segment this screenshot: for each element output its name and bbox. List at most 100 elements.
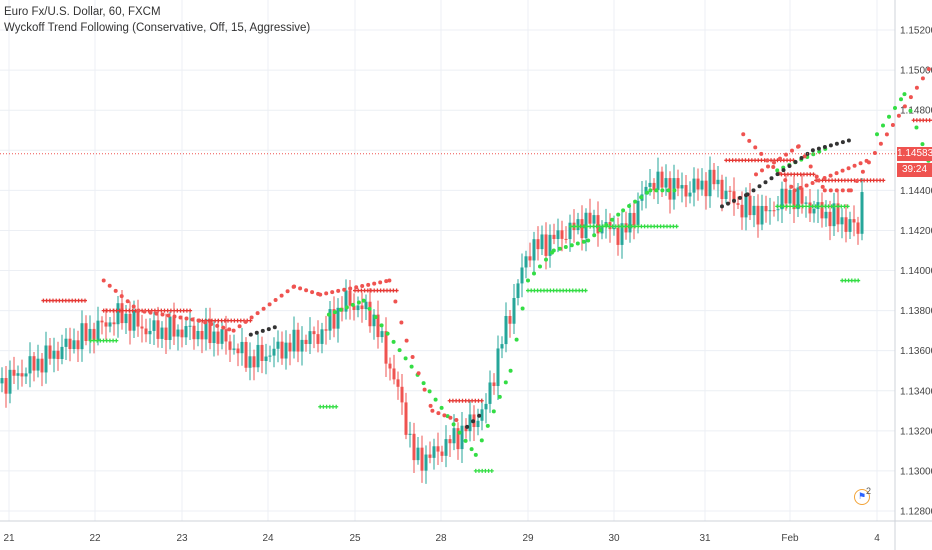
alert-flag-icon[interactable]: ⚑ — [854, 489, 870, 505]
candle-body — [480, 409, 484, 421]
candle-body — [80, 323, 84, 350]
candle-body — [568, 222, 572, 240]
candle-body — [108, 322, 112, 327]
candle-body — [736, 203, 740, 205]
symbol-title[interactable]: Euro Fx/U.S. Dollar, 60, FXCM — [4, 6, 161, 18]
candle-body — [240, 341, 244, 354]
candle-body — [300, 339, 304, 352]
candle-body — [336, 307, 340, 329]
trend-dot-bearish — [840, 188, 845, 193]
candle-body — [760, 205, 764, 225]
trend-dot-bullish — [887, 114, 891, 119]
candle-body — [56, 350, 60, 359]
candle-body — [848, 219, 852, 232]
trend-dot-bullish — [508, 368, 513, 373]
trend-dot-bullish — [514, 337, 519, 342]
trend-dot-neutral — [775, 172, 780, 177]
trend-dot-bullish — [326, 312, 331, 317]
candle-body — [212, 331, 216, 344]
candle-body — [432, 446, 436, 458]
trend-dot-bearish — [741, 132, 746, 137]
trend-dot-bearish — [753, 145, 758, 150]
trend-dot-bearish — [131, 304, 136, 309]
candle-body — [824, 211, 828, 219]
trend-dot-bearish — [399, 320, 404, 325]
indicator-title[interactable]: Wyckoff Trend Following (Conservative, O… — [4, 22, 311, 34]
candle-body — [668, 178, 672, 200]
candle-body — [632, 212, 636, 226]
trend-dot-bearish — [231, 328, 236, 333]
trend-dot-bearish — [760, 168, 764, 173]
candle-body — [384, 331, 388, 364]
trend-dot-bullish — [893, 106, 897, 111]
trend-dot-neutral — [254, 330, 259, 335]
candle-body — [408, 433, 412, 435]
trend-dot-bullish — [332, 310, 337, 315]
trend-dot-bearish — [227, 327, 232, 332]
trend-dot-bearish — [848, 188, 853, 193]
trend-dot-bearish — [816, 178, 821, 183]
candle-body — [84, 323, 88, 341]
trend-dot-bullish — [592, 233, 597, 238]
trend-dot-bearish — [852, 163, 857, 168]
candle-body — [528, 256, 532, 261]
candle-body — [208, 319, 212, 344]
candle-body — [52, 350, 56, 359]
trend-dot-bearish — [854, 179, 859, 184]
candle-body — [60, 346, 64, 359]
candle-body — [664, 178, 668, 188]
trend-dot-neutral — [810, 148, 815, 153]
candle-body — [416, 447, 420, 461]
candle-body — [448, 439, 452, 444]
candle-body — [380, 331, 384, 338]
price-tick-label: 1.13200 — [900, 426, 932, 437]
trend-dot-bullish — [367, 306, 372, 311]
trend-dot-bearish — [798, 185, 803, 190]
trend-dot-bullish — [433, 397, 438, 402]
trend-dot-bearish — [884, 132, 889, 137]
trend-dot-bullish — [610, 217, 615, 222]
candle-body — [388, 363, 392, 369]
candle-body — [460, 425, 464, 450]
trend-dot-bearish — [298, 286, 303, 291]
price-tick-label: 1.15200 — [900, 26, 932, 37]
candle-body — [856, 222, 860, 234]
trend-dot-neutral — [781, 168, 786, 173]
trend-dot-bullish — [648, 188, 653, 193]
candle-body — [232, 348, 236, 350]
candle-body — [180, 329, 184, 338]
price-tick-label: 1.12800 — [900, 506, 932, 517]
price-tick-label: 1.13400 — [900, 386, 932, 397]
candle-body — [596, 215, 600, 234]
candle-body — [324, 329, 328, 331]
candle-body — [560, 230, 564, 239]
candle-body — [316, 334, 320, 344]
candle-body — [256, 344, 260, 368]
trend-dot-bearish — [416, 371, 421, 376]
trend-dot-bearish — [273, 298, 278, 303]
trend-dot-bearish — [107, 283, 112, 288]
trend-dot-bearish — [864, 158, 869, 163]
trend-dot-bearish — [802, 154, 807, 159]
candle-body — [768, 210, 772, 212]
trend-dot-neutral — [732, 198, 736, 203]
trend-dot-bearish — [872, 151, 877, 156]
trend-dot-bearish — [255, 311, 260, 316]
candle-body — [176, 329, 180, 337]
trend-dot-bullish — [421, 381, 426, 386]
trend-dot-bearish — [822, 176, 827, 181]
trend-dot-bullish — [645, 190, 650, 195]
candle-body — [136, 310, 140, 327]
time-tick-label: 4 — [874, 533, 880, 544]
trend-dot-bearish — [267, 302, 272, 307]
trend-dot-bearish — [810, 180, 815, 185]
candle-body — [808, 202, 812, 214]
trend-dot-bearish — [249, 315, 254, 320]
support-level-mark — [674, 224, 679, 229]
trend-dot-bearish — [442, 413, 447, 418]
price-tick-label: 1.14200 — [900, 226, 932, 237]
trend-dot-neutral — [840, 140, 845, 145]
candle-body — [692, 178, 696, 193]
trend-dot-bearish — [920, 76, 925, 81]
